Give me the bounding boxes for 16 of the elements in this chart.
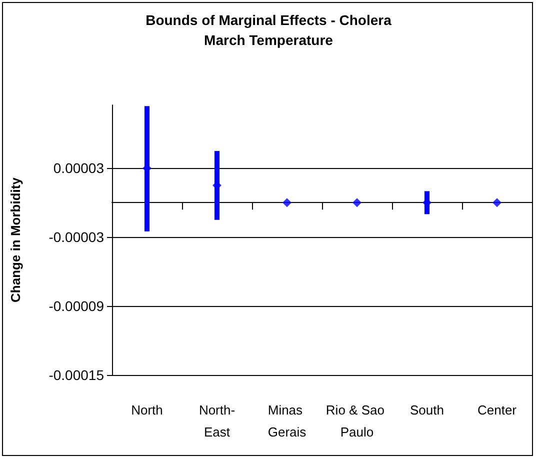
x-tick-label: North bbox=[131, 402, 163, 418]
x-tick-label: Center bbox=[477, 402, 518, 418]
y-tick-label: 0.00003 bbox=[53, 160, 104, 176]
y-tick-label: -0.00009 bbox=[48, 298, 104, 314]
chart-title: Bounds of Marginal Effects - Cholera bbox=[146, 12, 392, 28]
point bbox=[492, 198, 502, 208]
x-tick-label: Minas Gerais bbox=[268, 402, 307, 440]
y-axis-title: Change in Morbidity bbox=[8, 176, 23, 302]
x-tick-label: South bbox=[410, 402, 444, 418]
y-tick-label: -0.00003 bbox=[48, 229, 104, 246]
point bbox=[352, 198, 362, 208]
x-tick-label: North-East bbox=[198, 402, 236, 440]
x-tick-label: Rio & Sao Paulo bbox=[326, 402, 388, 440]
point bbox=[282, 198, 292, 208]
chart-subtitle: March Temperature bbox=[204, 32, 334, 48]
y-tick-label: -0.00015 bbox=[48, 367, 104, 383]
